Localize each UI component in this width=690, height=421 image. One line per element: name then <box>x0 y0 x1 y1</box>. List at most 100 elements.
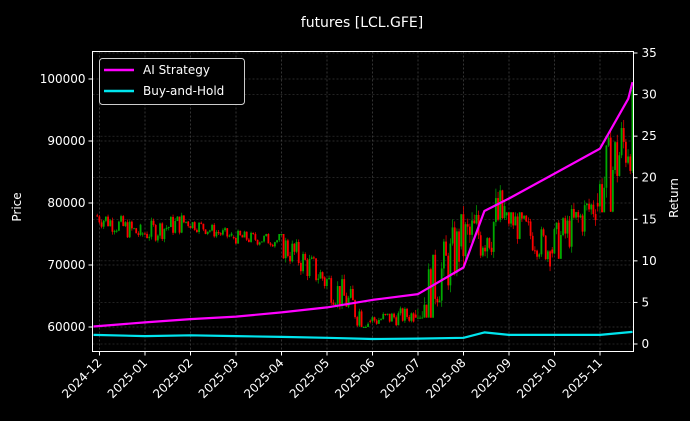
y-axis-right-label: Return <box>667 178 681 218</box>
candle-body <box>622 128 625 142</box>
candle-body <box>306 259 309 277</box>
candle-body <box>384 313 387 315</box>
candle-body <box>187 221 190 227</box>
candle-body <box>553 229 556 254</box>
candle-body <box>611 170 614 212</box>
candle-body <box>427 269 430 318</box>
candle-body <box>137 233 140 235</box>
candle-body <box>146 233 148 239</box>
candle-body <box>464 224 467 257</box>
x-tick-label: 2025-08 <box>423 356 468 401</box>
candle-body <box>380 319 382 321</box>
candle-body <box>230 233 233 236</box>
candle-body <box>312 257 315 259</box>
candle-body <box>360 311 363 327</box>
candle-body <box>102 220 105 227</box>
candle-body <box>180 215 183 233</box>
candle-body <box>260 241 263 243</box>
x-tick-label: 2025-09 <box>469 356 514 401</box>
candle-body <box>406 308 408 317</box>
candle-body <box>273 242 276 247</box>
candle-body <box>152 220 155 225</box>
candle-body <box>120 216 122 222</box>
candle-body <box>204 229 207 234</box>
candle-body <box>449 243 452 286</box>
y-right-tick-label: 0 <box>642 337 650 351</box>
y-right-tick-label: 30 <box>642 88 657 102</box>
candle-body <box>499 190 502 220</box>
candle-body <box>598 184 601 207</box>
candle-body <box>239 230 242 236</box>
y-right-tick-label: 25 <box>642 129 657 143</box>
candle-body <box>618 155 621 176</box>
y-left-tick-label: 100000 <box>40 72 86 86</box>
candle-body <box>215 231 218 237</box>
candle-body <box>572 209 575 218</box>
candle-body <box>603 187 606 213</box>
candle-body <box>484 247 486 252</box>
candle-body <box>438 300 441 303</box>
candle-body <box>605 145 608 188</box>
candle-body <box>620 128 623 156</box>
candle-body <box>284 240 287 259</box>
candle-body <box>466 224 469 227</box>
candle-body <box>570 209 573 247</box>
y-right-tick-label: 10 <box>642 254 657 268</box>
candle-body <box>263 236 265 242</box>
candle-body <box>169 216 172 228</box>
candle-body <box>629 156 632 171</box>
candle-body <box>393 313 395 318</box>
candle-body <box>492 222 495 252</box>
candle-body <box>514 216 517 226</box>
candle-body <box>468 226 471 235</box>
candle-body <box>135 228 138 234</box>
candle-body <box>315 258 317 280</box>
candle-body <box>455 231 458 273</box>
candle-body <box>401 308 404 321</box>
candle-body <box>397 313 400 326</box>
candle-body <box>527 221 530 223</box>
candle-body <box>317 278 320 280</box>
candle-body <box>172 216 174 233</box>
candle-body <box>334 303 337 305</box>
candle-body <box>211 224 213 231</box>
candle-body <box>208 230 211 232</box>
candle-body <box>291 243 294 262</box>
y-left-tick-label: 60000 <box>47 320 85 334</box>
return-lines <box>93 81 634 341</box>
candle-body <box>371 317 374 322</box>
candle-body <box>289 255 291 262</box>
candle-body <box>96 215 99 217</box>
y-right-tick-label: 5 <box>642 295 650 309</box>
candle-body <box>486 238 489 252</box>
candle-body <box>453 227 456 273</box>
candle-body <box>232 237 235 239</box>
candle-body <box>271 244 274 247</box>
candle-body <box>575 212 577 218</box>
candle-body <box>341 279 343 306</box>
candle-body <box>113 231 116 233</box>
candle-body <box>330 278 333 303</box>
candle-body <box>458 231 460 262</box>
candle-body <box>139 224 142 235</box>
candle-body <box>111 220 114 232</box>
candle-body <box>130 221 133 229</box>
candle-body <box>328 278 330 280</box>
candle-body <box>299 262 302 272</box>
candle-body <box>213 224 216 237</box>
candle-body <box>159 223 161 236</box>
candle-body <box>540 229 543 255</box>
candle-body <box>588 203 590 210</box>
x-tick-label: 2025-03 <box>196 356 241 401</box>
candle-body <box>338 286 341 306</box>
candle-body <box>163 228 166 240</box>
candle-body <box>551 249 554 254</box>
candle-body <box>280 234 283 235</box>
candle-body <box>362 327 365 328</box>
candle-body <box>525 215 528 222</box>
x-tick-label: 2025-04 <box>241 356 286 401</box>
candle-body <box>226 228 229 237</box>
candle-body <box>109 220 112 227</box>
candle-body <box>564 218 567 234</box>
candle-body <box>523 215 525 219</box>
